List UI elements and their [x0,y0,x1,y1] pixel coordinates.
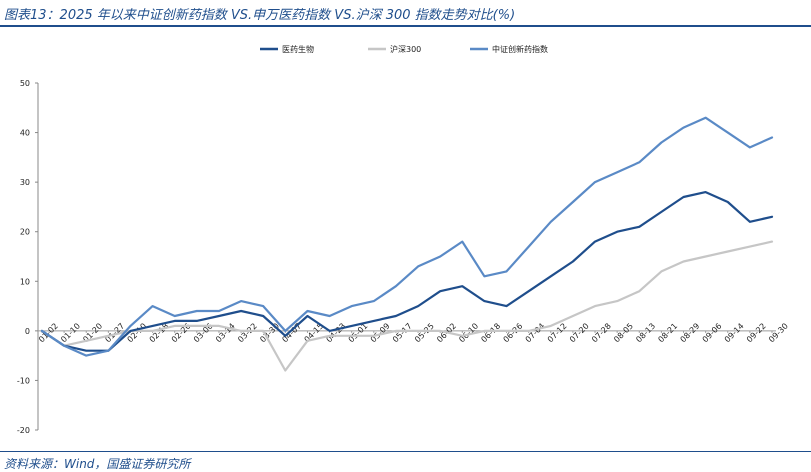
x-tick-label: 09-22 [745,321,768,344]
y-tick-label: -20 [17,426,30,435]
x-tick-label: 08-05 [612,321,635,344]
y-tick-label: 20 [20,228,30,237]
x-tick-label: 07-20 [568,321,591,344]
source-note: 资料来源：Wind，国盛证券研究所 [4,457,191,471]
y-tick-label: 40 [20,129,30,138]
x-tick-label: 06-26 [502,321,525,344]
legend: 医药生物 沪深300 中证创新药指数 [260,44,548,54]
legend-label: 沪深300 [390,44,421,54]
y-tick-label: -10 [17,376,30,385]
line-chart: -20 -10 0 10 20 30 40 50 01-02 01-10 01-20 01-27 02… [17,44,790,435]
x-tick-label: 04-23 [325,321,348,344]
y-tick-label: 0 [25,327,30,336]
x-tick-label: 03-22 [236,321,259,344]
x-tick-label: 06-18 [479,321,502,344]
x-tick-label: 05-25 [413,321,436,344]
series-line-1 [40,240,774,372]
series-layer [40,116,774,372]
series-line-2 [40,116,774,357]
x-tick-label: 07-04 [524,321,547,344]
y-tick-label: 30 [20,178,30,187]
x-tick-label: 08-21 [656,321,679,344]
x-tick-label: 09-06 [701,321,724,344]
y-axis: -20 -10 0 10 20 30 40 50 [17,79,39,435]
title-rule [0,25,811,27]
series-line-0 [40,191,774,352]
y-tick-label: 50 [20,79,30,88]
x-tick-label: 05-17 [391,321,414,344]
y-tick-label: 10 [20,277,30,286]
x-axis: 01-02 01-10 01-20 01-27 02-10 02-18 02-26 03-06… [37,321,790,344]
x-tick-label: 07-28 [590,321,613,344]
x-tick-label: 01-10 [59,321,82,344]
x-tick-label: 09-14 [723,321,746,344]
legend-label: 中证创新药指数 [492,44,548,54]
source-rule [0,451,811,452]
x-tick-label: 08-29 [679,321,702,344]
legend-label: 医药生物 [282,44,314,54]
figure-title: 图表13：2025 年以来中证创新药指数 VS.申万医药指数 VS.沪深 300… [4,8,516,23]
x-tick-label: 07-12 [546,321,569,344]
x-tick-label: 09-30 [767,321,790,344]
x-tick-label: 08-13 [634,321,657,344]
